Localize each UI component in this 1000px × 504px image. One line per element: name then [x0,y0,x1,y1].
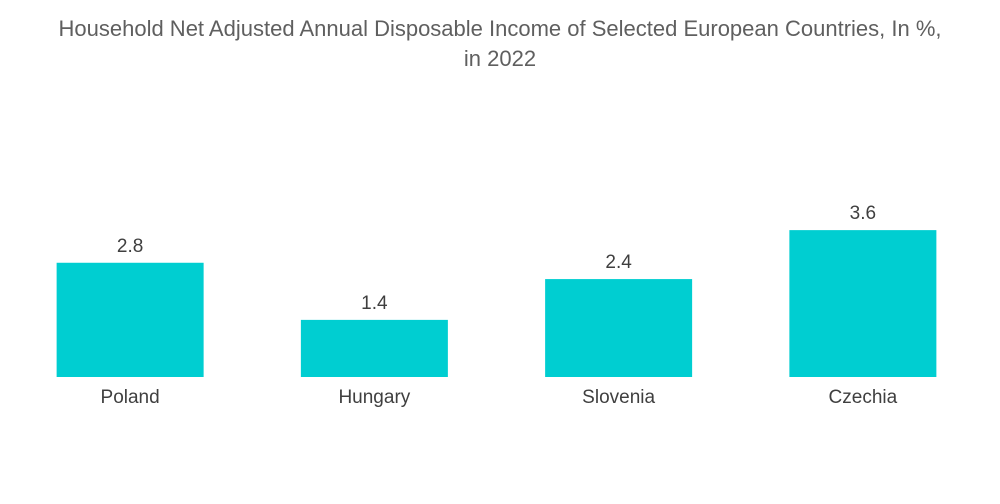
bar-slovenia [545,279,693,377]
x-tick-label-poland: Poland [101,387,160,408]
bar-poland [56,262,204,377]
bar-hungary [300,319,448,377]
value-label-slovenia: 2.4 [605,252,632,273]
chart-title: Household Net Adjusted Annual Disposable… [58,16,942,71]
value-label-hungary: 1.4 [361,293,388,314]
bar-czechia [789,230,937,377]
value-label-czechia: 3.6 [850,203,876,224]
value-label-poland: 2.8 [117,236,143,257]
x-tick-label-czechia: Czechia [829,387,898,408]
x-tick-label-slovenia: Slovenia [582,387,655,408]
x-tick-label-hungary: Hungary [338,387,410,408]
